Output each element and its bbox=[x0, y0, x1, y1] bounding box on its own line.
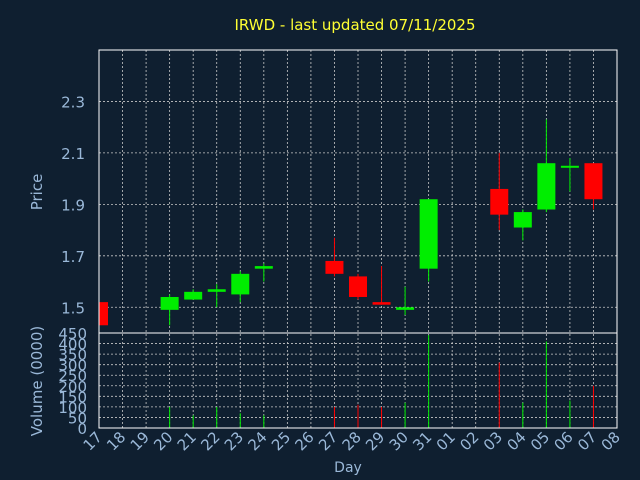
candle-body bbox=[584, 163, 603, 200]
candle-body bbox=[231, 273, 250, 295]
x-tick-label: 18 bbox=[103, 428, 129, 454]
x-tick-label: 28 bbox=[339, 428, 365, 454]
volume-panel-frame bbox=[98, 332, 618, 429]
x-tick-label: 31 bbox=[409, 428, 435, 454]
y-tick-label-volume: 0 bbox=[77, 420, 87, 438]
chart-title: IRWD - last updated 07/11/2025 bbox=[235, 16, 476, 34]
candle-body bbox=[325, 260, 344, 274]
candle-body bbox=[372, 302, 391, 305]
y-tick-label-volume: 200 bbox=[58, 378, 87, 396]
y-tick-label-price: 2.3 bbox=[61, 93, 85, 111]
x-tick-label: 26 bbox=[292, 428, 318, 454]
x-tick-label: 27 bbox=[315, 428, 341, 454]
y-tick-label-volume: 150 bbox=[58, 388, 87, 406]
x-tick-label: 20 bbox=[150, 428, 176, 454]
x-tick-label: 23 bbox=[221, 428, 247, 454]
x-tick-label: 07 bbox=[574, 428, 600, 454]
y-tick-label-price: 1.9 bbox=[61, 196, 85, 214]
x-tick-label: 22 bbox=[197, 428, 223, 454]
candle-body bbox=[184, 291, 203, 300]
x-tick-label: 03 bbox=[480, 428, 506, 454]
candle-body bbox=[419, 199, 438, 269]
candle-body bbox=[537, 163, 556, 210]
y-tick-label-volume: 400 bbox=[58, 336, 87, 354]
candle-body bbox=[560, 165, 579, 168]
y-axis-label-price: Price bbox=[28, 174, 46, 211]
candle-body bbox=[254, 266, 273, 269]
x-tick-label: 08 bbox=[598, 428, 624, 454]
y-tick-label-price: 1.7 bbox=[61, 248, 85, 266]
y-tick-label-price: 1.5 bbox=[61, 299, 85, 317]
x-tick-label: 06 bbox=[551, 428, 577, 454]
candle-body bbox=[396, 307, 415, 310]
y-tick-label-volume: 300 bbox=[58, 357, 87, 375]
x-tick-label: 30 bbox=[386, 428, 412, 454]
x-tick-label: 05 bbox=[527, 428, 553, 454]
candle-body bbox=[207, 289, 226, 292]
y-tick-label-volume: 100 bbox=[58, 399, 87, 417]
x-tick-label: 04 bbox=[503, 428, 529, 454]
candle-body bbox=[513, 212, 532, 228]
y-axis-label-volume: Volume (0000) bbox=[28, 326, 46, 436]
x-tick-label: 01 bbox=[433, 428, 459, 454]
x-axis-label: Day bbox=[334, 460, 362, 476]
candle-body bbox=[490, 188, 509, 215]
x-tick-label: 25 bbox=[268, 428, 294, 454]
candle-body bbox=[349, 276, 367, 297]
candle-body bbox=[160, 296, 179, 310]
y-tick-label-price: 2.1 bbox=[61, 145, 85, 163]
y-tick-label-volume: 450 bbox=[58, 325, 87, 343]
x-tick-label: 21 bbox=[174, 428, 200, 454]
x-tick-label: 24 bbox=[244, 428, 270, 454]
x-tick-label: 29 bbox=[362, 428, 388, 454]
x-tick-label: 19 bbox=[127, 428, 153, 454]
candle-body bbox=[99, 302, 108, 326]
y-tick-label-volume: 350 bbox=[58, 346, 87, 364]
y-tick-label-volume: 50 bbox=[68, 409, 87, 427]
y-tick-label-volume: 250 bbox=[58, 367, 87, 385]
x-tick-label: 02 bbox=[456, 428, 482, 454]
